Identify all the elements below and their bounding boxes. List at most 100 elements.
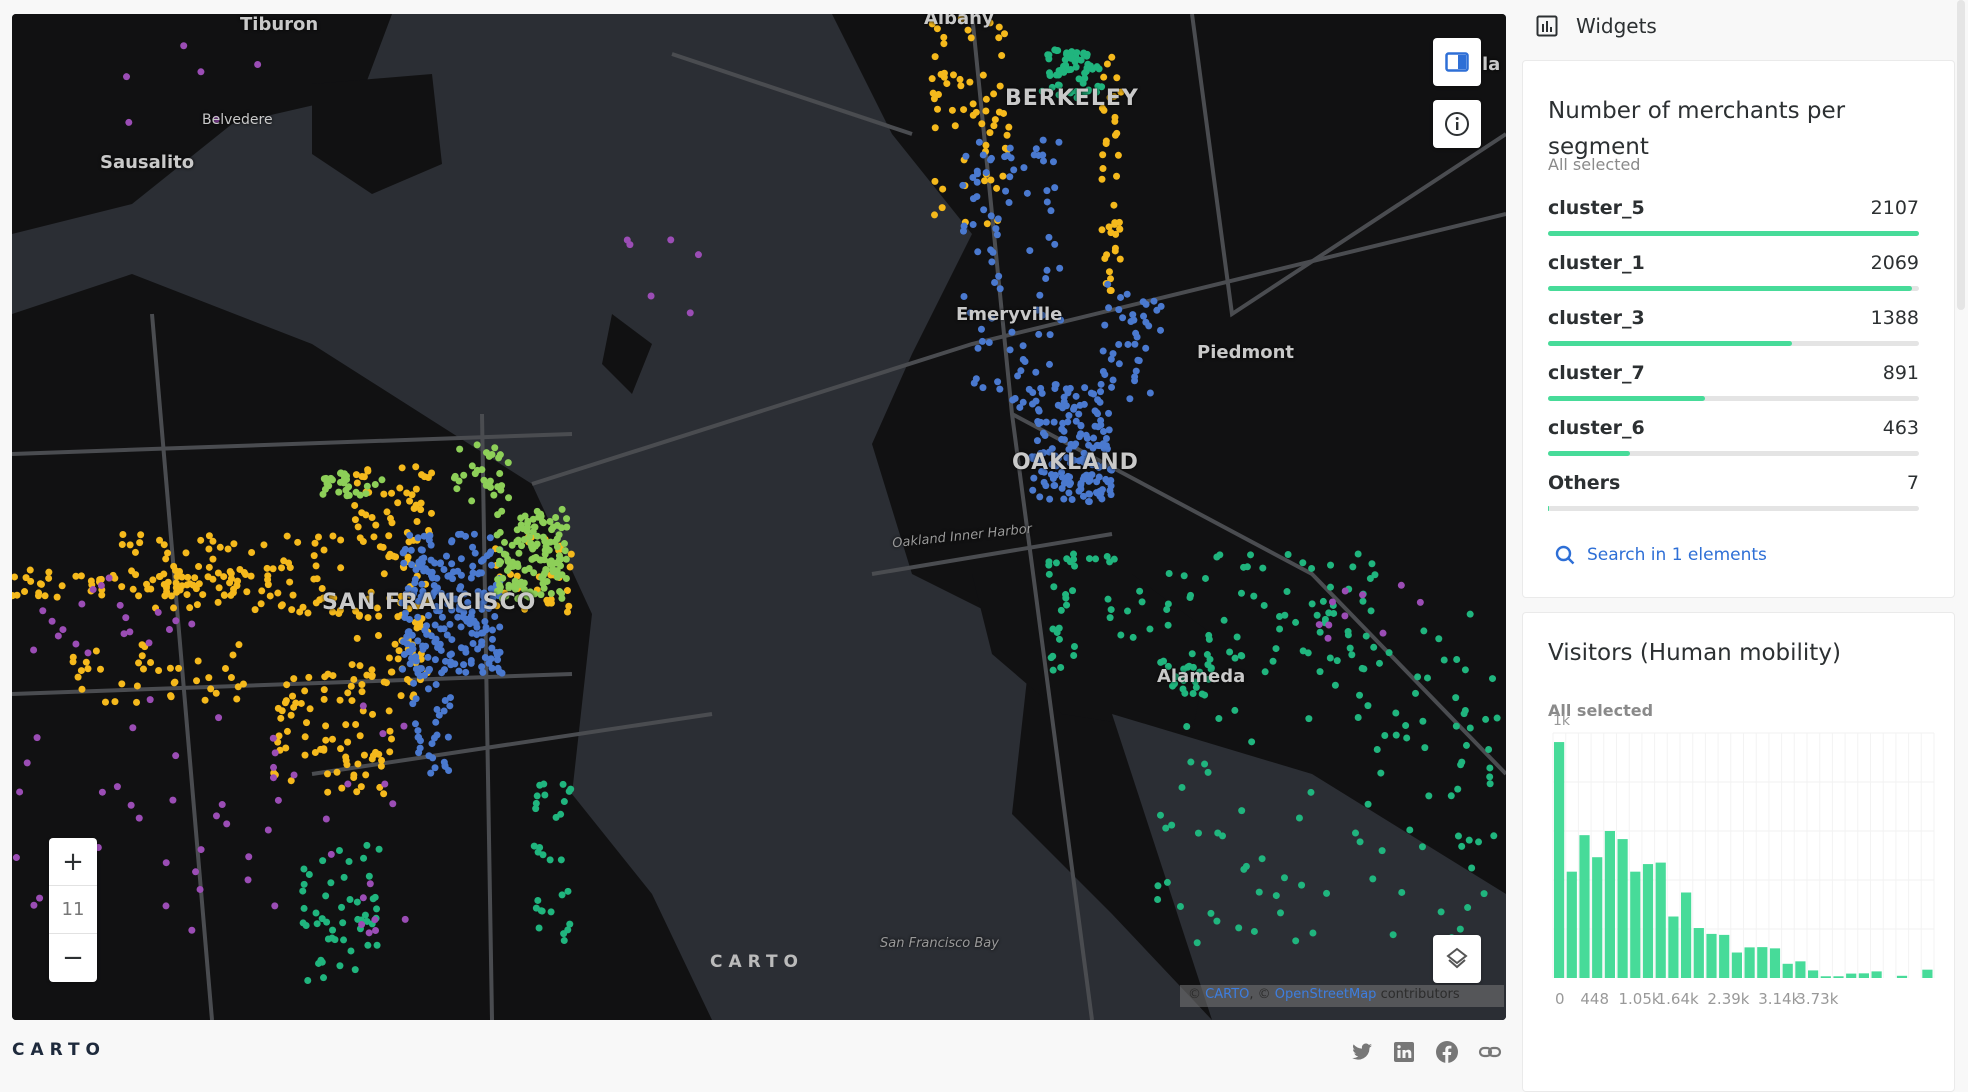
merchant-point[interactable] xyxy=(428,574,436,582)
merchant-point[interactable] xyxy=(951,122,959,130)
merchant-point[interactable] xyxy=(215,584,223,592)
merchant-point[interactable] xyxy=(455,667,463,675)
merchant-point[interactable] xyxy=(1068,496,1076,504)
merchant-point[interactable] xyxy=(479,591,487,599)
merchant-point[interactable] xyxy=(323,770,331,778)
merchant-point[interactable] xyxy=(995,272,1003,280)
merchant-point[interactable] xyxy=(934,105,942,113)
merchant-point[interactable] xyxy=(1050,583,1058,591)
merchant-point[interactable] xyxy=(401,915,409,923)
merchant-point[interactable] xyxy=(1016,403,1024,411)
merchant-point[interactable] xyxy=(1145,322,1153,330)
merchant-point[interactable] xyxy=(201,696,209,704)
merchant-point[interactable] xyxy=(205,545,213,553)
merchant-point[interactable] xyxy=(1136,587,1144,595)
merchant-point[interactable] xyxy=(395,647,403,655)
merchant-point[interactable] xyxy=(212,689,220,697)
merchant-point[interactable] xyxy=(460,471,468,479)
merchant-point[interactable] xyxy=(367,588,375,596)
category-item[interactable]: cluster_5 2107 xyxy=(1548,197,1919,236)
merchant-point[interactable] xyxy=(1406,826,1414,834)
merchant-point[interactable] xyxy=(1051,481,1059,489)
merchant-point[interactable] xyxy=(1188,650,1196,658)
merchant-point[interactable] xyxy=(98,591,106,599)
merchant-point[interactable] xyxy=(479,556,487,564)
merchant-point[interactable] xyxy=(119,530,127,538)
merchant-point[interactable] xyxy=(170,604,178,612)
merchant-point[interactable] xyxy=(375,612,383,620)
merchant-point[interactable] xyxy=(479,668,487,676)
merchant-point[interactable] xyxy=(359,702,367,710)
merchant-point[interactable] xyxy=(336,962,344,970)
merchant-point[interactable] xyxy=(1178,783,1186,791)
merchant-point[interactable] xyxy=(356,662,364,670)
merchant-point[interactable] xyxy=(1207,909,1215,917)
merchant-point[interactable] xyxy=(410,590,418,598)
histogram-bar[interactable] xyxy=(1922,969,1933,978)
merchant-point[interactable] xyxy=(469,543,477,551)
merchant-point[interactable] xyxy=(1237,589,1245,597)
merchant-point[interactable] xyxy=(126,628,134,636)
merchant-point[interactable] xyxy=(996,82,1004,90)
merchant-point[interactable] xyxy=(287,777,295,785)
merchant-point[interactable] xyxy=(529,515,537,523)
merchant-point[interactable] xyxy=(396,484,404,492)
merchant-point[interactable] xyxy=(1482,715,1490,723)
merchant-point[interactable] xyxy=(1368,560,1376,568)
merchant-point[interactable] xyxy=(300,880,308,888)
merchant-point[interactable] xyxy=(1072,417,1080,425)
merchant-point[interactable] xyxy=(1095,463,1103,471)
merchant-point[interactable] xyxy=(1082,431,1090,439)
merchant-point[interactable] xyxy=(191,574,199,582)
merchant-point[interactable] xyxy=(192,868,200,876)
merchant-point[interactable] xyxy=(1275,612,1283,620)
merchant-point[interactable] xyxy=(1134,356,1142,364)
merchant-point[interactable] xyxy=(135,814,143,822)
merchant-point[interactable] xyxy=(1098,495,1106,503)
merchant-point[interactable] xyxy=(282,697,290,705)
merchant-point[interactable] xyxy=(212,115,220,123)
histogram-bar[interactable] xyxy=(1693,928,1704,978)
merchant-point[interactable] xyxy=(30,901,38,909)
merchant-point[interactable] xyxy=(282,744,290,752)
merchant-point[interactable] xyxy=(996,385,1004,393)
merchant-point[interactable] xyxy=(230,540,238,548)
merchant-point[interactable] xyxy=(539,579,547,587)
category-item[interactable]: cluster_7 891 xyxy=(1548,362,1919,401)
merchant-point[interactable] xyxy=(419,642,427,650)
merchant-point[interactable] xyxy=(296,608,304,616)
merchant-point[interactable] xyxy=(511,585,519,593)
merchant-point[interactable] xyxy=(508,541,516,549)
merchant-point[interactable] xyxy=(175,664,183,672)
merchant-point[interactable] xyxy=(1075,457,1083,465)
merchant-point[interactable] xyxy=(495,557,503,565)
merchant-point[interactable] xyxy=(530,842,538,850)
merchant-point[interactable] xyxy=(1231,654,1239,662)
merchant-point[interactable] xyxy=(1035,330,1043,338)
merchant-point[interactable] xyxy=(491,444,499,452)
merchant-point[interactable] xyxy=(975,138,983,146)
merchant-point[interactable] xyxy=(1356,691,1364,699)
merchant-point[interactable] xyxy=(973,178,981,186)
merchant-point[interactable] xyxy=(233,577,241,585)
merchant-point[interactable] xyxy=(383,508,391,516)
merchant-point[interactable] xyxy=(443,631,451,639)
merchant-point[interactable] xyxy=(199,591,207,599)
merchant-point[interactable] xyxy=(77,667,85,675)
merchant-point[interactable] xyxy=(1107,491,1115,499)
merchant-point[interactable] xyxy=(388,519,396,527)
merchant-point[interactable] xyxy=(113,783,121,791)
merchant-point[interactable] xyxy=(1080,400,1088,408)
merchant-point[interactable] xyxy=(310,575,318,583)
merchant-point[interactable] xyxy=(1036,493,1044,501)
merchant-point[interactable] xyxy=(444,600,452,608)
merchant-point[interactable] xyxy=(301,687,309,695)
histogram-bar[interactable] xyxy=(1592,857,1603,978)
merchant-point[interactable] xyxy=(1020,164,1028,172)
merchant-point[interactable] xyxy=(1014,372,1022,380)
merchant-point[interactable] xyxy=(949,71,957,79)
merchant-point[interactable] xyxy=(495,581,503,589)
merchant-point[interactable] xyxy=(340,936,348,944)
merchant-point[interactable] xyxy=(375,845,383,853)
merchant-point[interactable] xyxy=(243,588,251,596)
